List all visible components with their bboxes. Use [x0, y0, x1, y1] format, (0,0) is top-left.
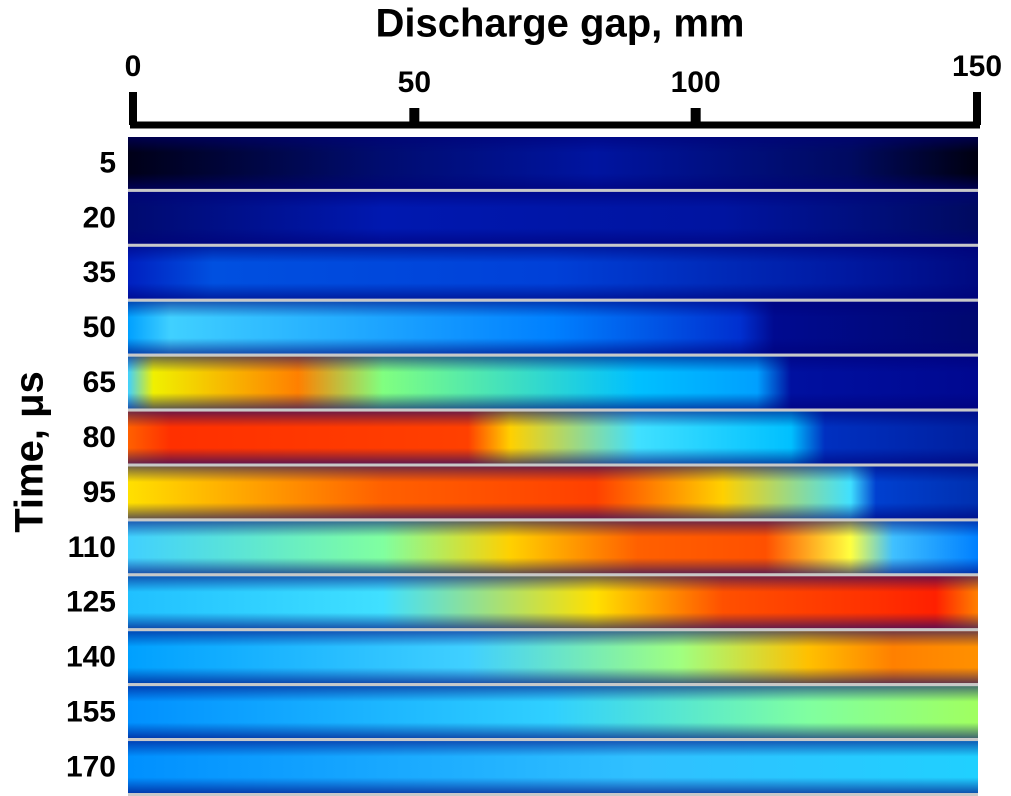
- x-tick-label: 0: [125, 50, 142, 83]
- row-label: 95: [83, 476, 116, 509]
- strip-separator: [128, 243, 978, 247]
- row-label: 155: [66, 696, 116, 729]
- strip-shade: [128, 466, 978, 519]
- x-axis-title: Discharge gap, mm: [375, 2, 744, 46]
- row-label: 50: [83, 311, 116, 344]
- strip-separator: [128, 793, 978, 796]
- strip-separator: [128, 628, 978, 632]
- row-label: 20: [83, 201, 116, 234]
- row-label: 35: [83, 256, 116, 289]
- strip-shade: [128, 576, 978, 629]
- strip-shade: [128, 411, 978, 464]
- strip-shade: [128, 686, 978, 739]
- strip-separator: [128, 463, 978, 467]
- strip-separator: [128, 353, 978, 357]
- row-label: 170: [66, 750, 116, 783]
- strip-shade: [128, 137, 978, 189]
- x-tick-label: 50: [398, 66, 431, 99]
- strip-shade: [128, 301, 978, 354]
- strip-separator: [128, 188, 978, 192]
- y-axis-title: Time, μs: [8, 371, 52, 533]
- strip-shade: [128, 356, 978, 409]
- strip-shade: [128, 631, 978, 684]
- row-label: 80: [83, 421, 116, 454]
- strip-separator: [128, 573, 978, 577]
- row-label: 125: [66, 586, 116, 619]
- strip-shade: [128, 741, 978, 793]
- strip-separator: [128, 738, 978, 742]
- strip-shade: [128, 191, 978, 244]
- row-label: 5: [99, 146, 116, 179]
- strip-shade: [128, 246, 978, 299]
- strip-shade: [128, 521, 978, 574]
- strip-separator: [128, 298, 978, 302]
- strip-separator: [128, 408, 978, 412]
- x-tick-label: 150: [952, 50, 1002, 83]
- x-tick-label: 100: [671, 66, 721, 99]
- strip-separator: [128, 518, 978, 522]
- row-label: 65: [83, 366, 116, 399]
- row-label: 140: [66, 641, 116, 674]
- row-label: 110: [68, 531, 116, 564]
- strip-separator: [128, 683, 978, 687]
